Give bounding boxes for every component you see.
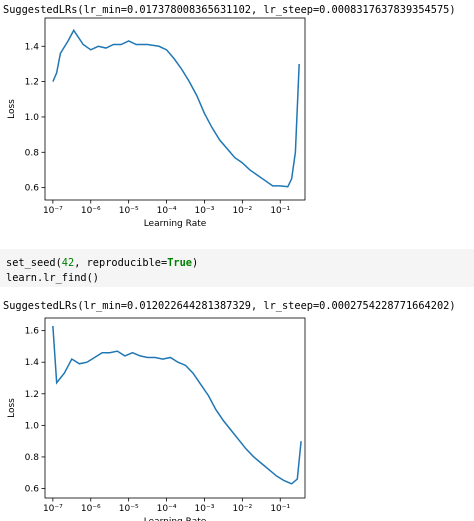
x-tick-label: 10⁻⁷ bbox=[43, 504, 63, 514]
x-tick-label: 10⁻⁶ bbox=[81, 504, 101, 514]
x-tick-label: 10⁻⁷ bbox=[43, 206, 63, 216]
y-tick-label: 1.0 bbox=[25, 421, 40, 431]
y-tick-label: 0.8 bbox=[25, 148, 40, 158]
y-tick-label: 1.2 bbox=[25, 390, 39, 400]
x-axis-label: Learning Rate bbox=[144, 517, 207, 521]
code-token: True bbox=[167, 257, 192, 269]
y-axis-label: Loss bbox=[7, 99, 17, 119]
plot-frame bbox=[44, 17, 306, 201]
y-tick-label: 1.0 bbox=[25, 113, 40, 123]
loss-line bbox=[52, 325, 302, 485]
x-tick-label: 10⁻³ bbox=[195, 206, 215, 216]
code-token: ) bbox=[192, 257, 198, 269]
x-tick-label: 10⁻³ bbox=[195, 504, 215, 514]
y-tick-label: 1.4 bbox=[25, 358, 40, 368]
x-tick-label: 10⁻² bbox=[232, 504, 252, 514]
y-tick-label: 0.6 bbox=[25, 184, 40, 194]
x-tick-label: 10⁻¹ bbox=[270, 504, 290, 514]
x-tick-label: 10⁻⁵ bbox=[119, 504, 139, 514]
output-text: SuggestedLRs(lr_min=0.017378008365631102… bbox=[3, 4, 456, 16]
y-tick-label: 0.6 bbox=[25, 485, 40, 495]
code-token: , reproducible= bbox=[74, 257, 167, 269]
x-tick-label: 10⁻⁵ bbox=[119, 206, 139, 216]
x-tick-label: 10⁻⁶ bbox=[81, 206, 101, 216]
plot-frame bbox=[44, 317, 306, 499]
loss-line bbox=[52, 28, 300, 188]
y-axis-label: Loss bbox=[7, 398, 17, 418]
code-line: learn.lr_find() bbox=[6, 272, 99, 284]
output-text: SuggestedLRs(lr_min=0.012022644281387329… bbox=[3, 300, 456, 312]
x-tick-label: 10⁻⁴ bbox=[157, 206, 177, 216]
x-axis-label: Learning Rate bbox=[144, 219, 207, 229]
code-line: set_seed(42, reproducible=True) bbox=[6, 257, 198, 269]
code-cell bbox=[0, 249, 474, 287]
y-tick-label: 1.2 bbox=[25, 78, 39, 88]
x-tick-label: 10⁻¹ bbox=[270, 206, 290, 216]
code-token: 42 bbox=[62, 257, 74, 269]
y-tick-label: 0.8 bbox=[25, 453, 40, 463]
y-tick-label: 1.6 bbox=[25, 327, 40, 337]
y-tick-label: 1.4 bbox=[25, 42, 40, 52]
x-tick-label: 10⁻² bbox=[232, 206, 252, 216]
code-token: set_seed( bbox=[6, 257, 62, 269]
x-tick-label: 10⁻⁴ bbox=[157, 504, 177, 514]
